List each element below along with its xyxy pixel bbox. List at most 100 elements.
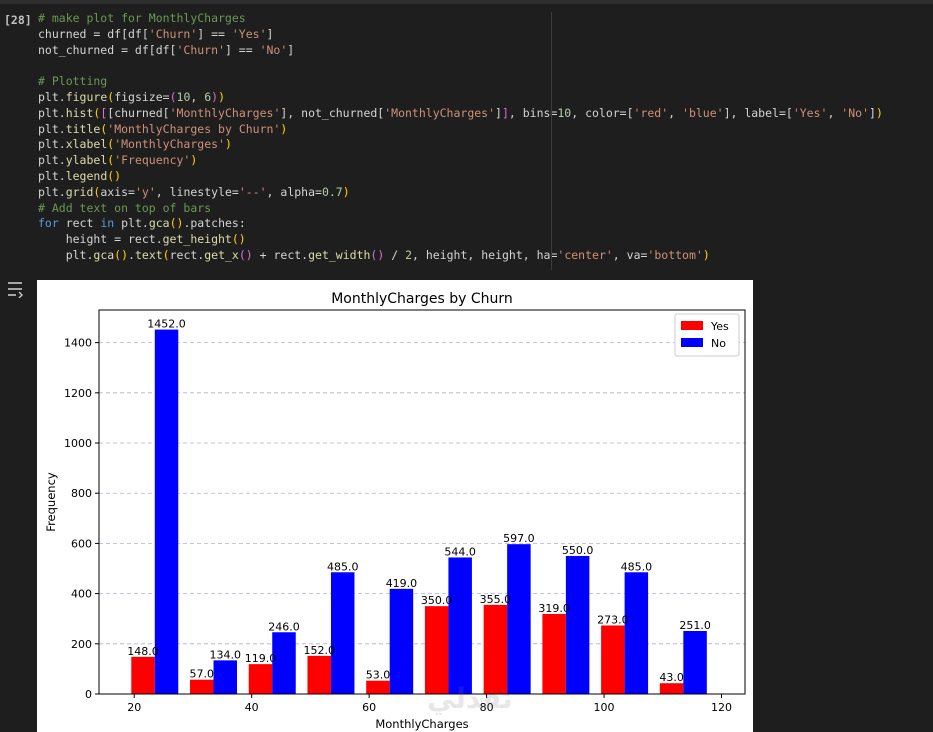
top-divider <box>0 0 933 4</box>
code-token: ] <box>287 42 295 57</box>
x-tick-label: 40 <box>245 701 259 714</box>
code-token: . <box>128 247 135 262</box>
chart-title: MonthlyCharges by Churn <box>331 291 513 307</box>
code-token: figure <box>65 89 108 104</box>
code-token: 'y' <box>134 184 156 199</box>
code-token: 'Frequency' <box>114 153 191 168</box>
code-token: 'bottom' <box>647 247 703 262</box>
bar-no <box>272 632 296 694</box>
code-token: grid <box>65 184 94 199</box>
code-token: height = rect. <box>38 232 163 247</box>
code-token: , <box>827 105 842 120</box>
code-editor[interactable]: # make plot for MonthlyCharges churned = … <box>38 11 883 264</box>
code-token: 'MonthlyCharges' <box>384 105 496 120</box>
bar-value-label: 43.0 <box>659 671 684 684</box>
code-token: plt. <box>38 153 66 168</box>
axes-frame <box>98 309 746 695</box>
code-token: ( <box>93 184 101 199</box>
code-token: rect. <box>169 247 205 262</box>
code-token: 6 <box>204 89 212 104</box>
code-token: # make plot for MonthlyCharges <box>38 11 246 25</box>
code-token: 'No' <box>841 105 869 120</box>
code-token: + rect. <box>252 247 309 262</box>
bar-value-label: 597.0 <box>503 532 535 545</box>
code-token: legend <box>65 168 108 183</box>
code-token: 0.7 <box>321 184 343 199</box>
code-line: plt.gca().text(rect.get_x() + rect.get_w… <box>38 248 883 264</box>
bar-yes <box>307 655 331 694</box>
bar-yes <box>659 683 684 694</box>
code-token: ] == <box>224 42 260 57</box>
legend-label: Yes <box>710 320 729 333</box>
code-token: ( <box>93 105 101 120</box>
code-token: () <box>231 232 246 247</box>
code-token: [churned[ <box>107 105 170 120</box>
code-token: 'MonthlyCharges by Churn' <box>107 121 281 136</box>
watermark-logo: نفذلي <box>427 682 513 715</box>
code-line: height = rect.get_height() <box>38 232 883 248</box>
y-axis-label: Frequency <box>44 472 58 532</box>
bar-no <box>330 572 355 694</box>
code-token: get_height <box>162 232 232 247</box>
y-tick-label: 1200 <box>64 387 92 400</box>
code-token: ) <box>218 89 226 104</box>
code-token: ], label=[ <box>723 105 793 120</box>
code-line: plt.title('MonthlyCharges by Churn') <box>38 122 883 138</box>
code-token: for <box>38 216 59 231</box>
code-token: , color=[ <box>571 105 634 120</box>
code-token: gca <box>148 216 170 231</box>
code-token: , <box>668 105 683 120</box>
line-length-ruler <box>551 12 552 270</box>
y-tick-label: 800 <box>71 487 92 500</box>
code-token: not_churned = df[df[ <box>38 42 177 57</box>
legend-label: No <box>711 337 726 350</box>
code-token: () <box>169 216 184 231</box>
x-tick-label: 100 <box>594 701 615 714</box>
bar-value-label: 355.0 <box>480 593 512 606</box>
code-token: 'Yes' <box>792 105 828 120</box>
bar-value-label: 350.0 <box>421 594 453 607</box>
code-line: plt.hist([[churned['MonthlyCharges'], no… <box>38 106 883 122</box>
bar-yes <box>248 664 273 694</box>
y-tick-label: 600 <box>71 537 92 550</box>
bar-value-label: 485.0 <box>621 560 653 573</box>
code-token: hist <box>65 105 94 120</box>
bar-yes <box>131 656 155 694</box>
bar-no <box>507 544 531 694</box>
code-token: 'Churn' <box>148 26 198 41</box>
code-token: plt. <box>114 216 149 231</box>
code-token: , va= <box>612 247 648 262</box>
x-axis-label: MonthlyCharges <box>375 717 468 731</box>
code-line: # make plot for MonthlyCharges <box>38 11 883 27</box>
code-token: ], not_churned[ <box>280 105 385 120</box>
bar-value-label: 550.0 <box>562 544 594 557</box>
bar-value-label: 251.0 <box>679 619 711 632</box>
code-token: , <box>190 89 205 104</box>
code-token: ) <box>342 184 350 199</box>
y-tick-label: 400 <box>71 588 92 601</box>
code-token: churned = df[df[ <box>38 26 149 41</box>
code-line: plt.xlabel('MonthlyCharges') <box>38 137 883 153</box>
code-token: ) <box>224 137 232 152</box>
bar-no <box>389 588 414 694</box>
legend-swatch-no <box>681 338 703 347</box>
code-token: .patches: <box>183 216 246 231</box>
code-token: ] <box>266 26 274 41</box>
plot-figure: 148.0 1452.0 57.0 134.0 119.0 246.0 152.0 485.0… <box>37 280 753 732</box>
code-token: 'MonthlyCharges' <box>114 137 225 152</box>
code-token: axis= <box>100 184 135 199</box>
code-token: title <box>65 121 101 136</box>
x-tick-label: 120 <box>711 701 732 714</box>
code-cell[interactable]: [28] # make plot for MonthlyCharges churn… <box>0 4 933 272</box>
bar-yes <box>542 613 566 694</box>
bar-value-label: 273.0 <box>597 613 629 626</box>
code-token: 10 <box>176 89 191 104</box>
code-token: rect <box>58 216 101 231</box>
code-token: 'MonthlyCharges' <box>169 105 281 120</box>
bar-value-label: 148.0 <box>127 645 159 658</box>
bar-no <box>448 557 472 694</box>
bar-yes <box>601 625 625 694</box>
bar-value-label: 134.0 <box>210 648 242 661</box>
output-toggle-icon[interactable] <box>6 280 26 299</box>
code-token: plt. <box>38 184 66 199</box>
